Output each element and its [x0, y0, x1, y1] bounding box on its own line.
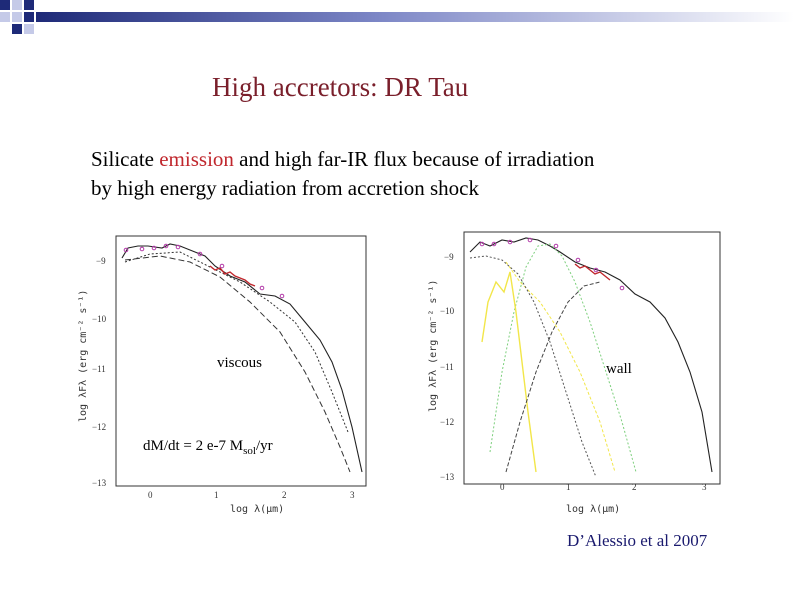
data-point [175, 244, 181, 250]
data-point [491, 241, 497, 247]
photometry-points [479, 237, 625, 291]
plot-frame [115, 235, 367, 487]
y-axis-label: log λFλ (erg cm⁻² s⁻¹) [428, 280, 439, 412]
slide-subtitle: Silicate emission and high far-IR flux b… [91, 145, 731, 203]
data-point [279, 293, 285, 299]
sed-plot-viscous: log λFλ (erg cm⁻² s⁻¹) log λ(μm) −9 −10 … [78, 235, 367, 515]
label-mdot-d: d [143, 438, 151, 454]
label-accretion-rate: dM/dt = 2 e-7 Msol/yr [143, 438, 273, 457]
data-point [507, 239, 513, 245]
slide-title: High accretors: DR Tau [212, 72, 469, 102]
total-sed-curve [469, 237, 713, 473]
observed-spectrum [574, 263, 611, 281]
data-point [259, 285, 265, 291]
label-mdot-end: /yr [255, 438, 273, 454]
data-point [219, 263, 225, 269]
data-point [593, 267, 599, 273]
y-axis-label: log λFλ (erg cm⁻² s⁻¹) [78, 290, 89, 422]
photometry-points [123, 243, 285, 299]
dashed-curve [124, 255, 351, 473]
x-axis-label: log λ(μm) [230, 504, 284, 515]
x-tick-label: 1 [566, 482, 571, 492]
x-tick-label: 0 [148, 490, 153, 500]
subtitle-highlight: emission [159, 147, 234, 171]
x-tick-label: 1 [214, 490, 219, 500]
subtitle-prefix: Silicate [91, 147, 160, 171]
y-tick-label: −10 [92, 314, 107, 324]
data-point [553, 243, 559, 249]
plot-frame [463, 231, 721, 485]
observed-spectrum [209, 265, 256, 287]
disk-curve-yellow-2 [505, 261, 616, 473]
wall-curve-dark [505, 281, 601, 473]
x-tick-labels: 0 1 2 3 [148, 490, 355, 500]
label-mdot-sub: sol [243, 445, 256, 457]
y-tick-label: −12 [440, 417, 454, 427]
y-tick-label: −13 [440, 472, 455, 482]
data-point [139, 246, 145, 252]
data-point [527, 237, 533, 243]
data-point [197, 251, 203, 257]
data-point [163, 243, 169, 249]
y-tick-label: −9 [444, 252, 454, 262]
subtitle-rest: and high far-IR flux because of irradiat… [233, 147, 595, 171]
x-tick-label: 3 [702, 482, 707, 492]
y-tick-labels: −9 −10 −11 −12 −13 [440, 252, 455, 482]
y-tick-label: −11 [440, 362, 454, 372]
disk-curve-yellow [481, 271, 537, 473]
data-point [575, 257, 581, 263]
y-tick-label: −10 [440, 306, 455, 316]
label-mdot-main: M/dt = 2 e-7 M [150, 438, 244, 454]
stellar-curve [469, 255, 597, 478]
label-viscous: viscous [217, 355, 262, 371]
corner-decoration [0, 0, 794, 34]
x-tick-label: 0 [500, 482, 505, 492]
y-tick-label: −13 [92, 478, 107, 488]
data-point [479, 241, 485, 247]
sed-plot-wall: log λFλ (erg cm⁻² s⁻¹) log λ(μm) −9 −10 … [428, 231, 721, 515]
y-tick-label: −12 [92, 422, 106, 432]
y-tick-labels: −9 −10 −11 −12 −13 [92, 256, 107, 488]
x-tick-label: 2 [282, 490, 287, 500]
x-tick-label: 2 [632, 482, 637, 492]
y-tick-label: −11 [92, 364, 106, 374]
wall-curve-green [489, 243, 637, 473]
x-axis-label: log λ(μm) [566, 504, 620, 515]
subtitle-line2: by high energy radiation from accretion … [91, 176, 479, 200]
y-tick-label: −9 [96, 256, 106, 266]
data-point [123, 247, 129, 253]
data-point [619, 285, 625, 291]
x-tick-labels: 0 1 2 3 [500, 482, 707, 492]
x-tick-label: 3 [350, 490, 355, 500]
dotted-curve [124, 251, 349, 433]
label-wall: wall [606, 361, 632, 377]
data-point [151, 245, 157, 251]
citation: D’Alessio et al 2007 [567, 531, 708, 550]
